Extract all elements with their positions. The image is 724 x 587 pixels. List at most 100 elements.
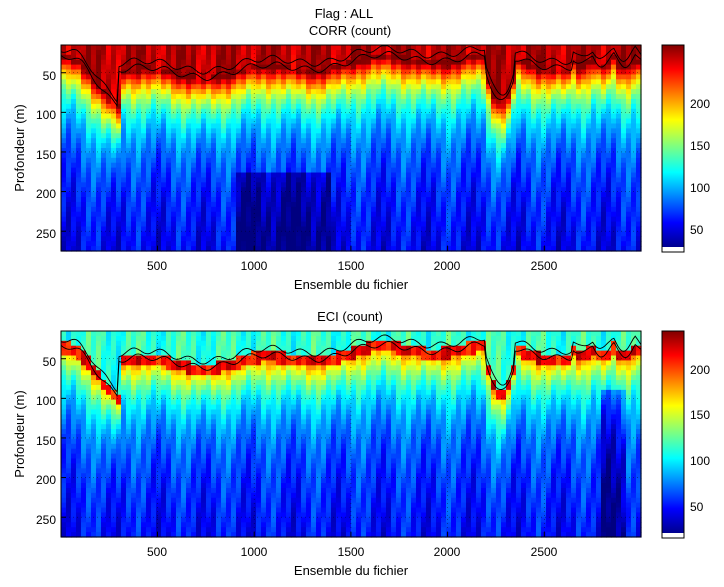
heatmap-cell <box>356 212 362 218</box>
heatmap-cell <box>401 109 407 115</box>
heatmap-cell <box>131 212 137 218</box>
heatmap-cell <box>291 158 297 164</box>
heatmap-cell <box>76 84 82 90</box>
heatmap-cell <box>121 163 127 169</box>
heatmap-cell <box>196 89 202 95</box>
heatmap-cell <box>571 74 577 80</box>
heatmap-cell <box>511 212 517 218</box>
heatmap-cell <box>191 236 197 242</box>
heatmap-cell <box>311 55 317 61</box>
heatmap-cell <box>186 148 192 154</box>
heatmap-cell <box>121 114 127 120</box>
heatmap-cell <box>616 114 622 120</box>
heatmap-cell <box>371 84 377 90</box>
heatmap-cell <box>181 148 187 154</box>
heatmap-cell <box>356 133 362 139</box>
heatmap-cell <box>176 177 182 183</box>
heatmap-cell <box>291 177 297 183</box>
heatmap-cell <box>446 60 452 66</box>
heatmap-cell <box>611 217 617 223</box>
heatmap-cell <box>541 187 547 193</box>
heatmap-cell <box>106 133 112 139</box>
heatmap-cell <box>271 197 277 203</box>
heatmap-cell <box>131 241 137 247</box>
heatmap-cell <box>366 148 372 154</box>
heatmap-cell <box>231 207 237 213</box>
heatmap-cell <box>251 153 257 159</box>
heatmap-cell <box>121 241 127 247</box>
heatmap-cell <box>151 94 157 100</box>
heatmap-cell <box>391 236 397 242</box>
heatmap-cell <box>631 148 637 154</box>
heatmap-cell <box>146 114 152 120</box>
heatmap-cell <box>261 217 267 223</box>
heatmap-cell <box>406 143 412 149</box>
heatmap-cell <box>466 79 472 85</box>
heatmap-cell <box>541 212 547 218</box>
heatmap-cell <box>106 104 112 110</box>
heatmap-cell <box>501 109 507 115</box>
heatmap-cell <box>556 222 562 228</box>
heatmap-cell <box>281 55 287 61</box>
heatmap-cell <box>191 123 197 129</box>
heatmap-cell <box>566 168 572 174</box>
heatmap-cell <box>326 226 332 232</box>
heatmap-cell <box>371 60 377 66</box>
heatmap-cell <box>101 153 107 159</box>
heatmap-cell <box>291 212 297 218</box>
heatmap-cell <box>486 197 492 203</box>
heatmap-cell <box>111 148 117 154</box>
heatmap-cell <box>346 202 352 208</box>
heatmap-cell <box>606 168 612 174</box>
heatmap-cell <box>471 123 477 129</box>
heatmap-cell <box>321 153 327 159</box>
heatmap-cell <box>96 168 102 174</box>
heatmap-cell <box>71 148 77 154</box>
heatmap-cell <box>526 236 532 242</box>
heatmap-cell <box>336 70 342 76</box>
heatmap-cell <box>61 60 67 66</box>
heatmap-cell <box>521 104 527 110</box>
heatmap-cell <box>541 236 547 242</box>
heatmap-cell <box>241 212 247 218</box>
heatmap-cell <box>571 197 577 203</box>
heatmap-cell <box>611 84 617 90</box>
heatmap-cell <box>536 182 542 188</box>
heatmap-cell <box>446 45 452 51</box>
heatmap-cell <box>231 182 237 188</box>
heatmap-cell <box>61 400 67 406</box>
heatmap-cell <box>366 70 372 76</box>
heatmap-cell <box>561 231 567 237</box>
heatmap-cell <box>61 405 67 411</box>
heatmap-cell <box>591 207 597 213</box>
heatmap-cell <box>581 212 587 218</box>
heatmap-cell <box>446 138 452 144</box>
heatmap-cell <box>221 119 227 125</box>
heatmap-cell <box>491 55 497 61</box>
heatmap-cell <box>421 104 427 110</box>
heatmap-cell <box>236 163 242 169</box>
heatmap-cell <box>111 153 117 159</box>
heatmap-cell <box>306 217 312 223</box>
heatmap-cell <box>511 143 517 149</box>
heatmap-cell <box>606 217 612 223</box>
heatmap-cell <box>626 143 632 149</box>
heatmap-cell <box>166 79 172 85</box>
heatmap-cell <box>156 45 162 51</box>
heatmap-cell <box>81 236 87 242</box>
heatmap-cell <box>311 148 317 154</box>
heatmap-cell <box>366 79 372 85</box>
heatmap-cell <box>516 182 522 188</box>
heatmap-cell <box>491 70 497 76</box>
heatmap-cell <box>186 197 192 203</box>
heatmap-cell <box>236 212 242 218</box>
heatmap-cell <box>586 89 592 95</box>
heatmap-cell <box>256 104 262 110</box>
heatmap-cell <box>61 503 67 509</box>
heatmap-cell <box>561 163 567 169</box>
heatmap-cell <box>576 123 582 129</box>
heatmap-cell <box>521 119 527 125</box>
heatmap-cell <box>96 45 102 51</box>
heatmap-cell <box>596 231 602 237</box>
heatmap-cell <box>606 158 612 164</box>
